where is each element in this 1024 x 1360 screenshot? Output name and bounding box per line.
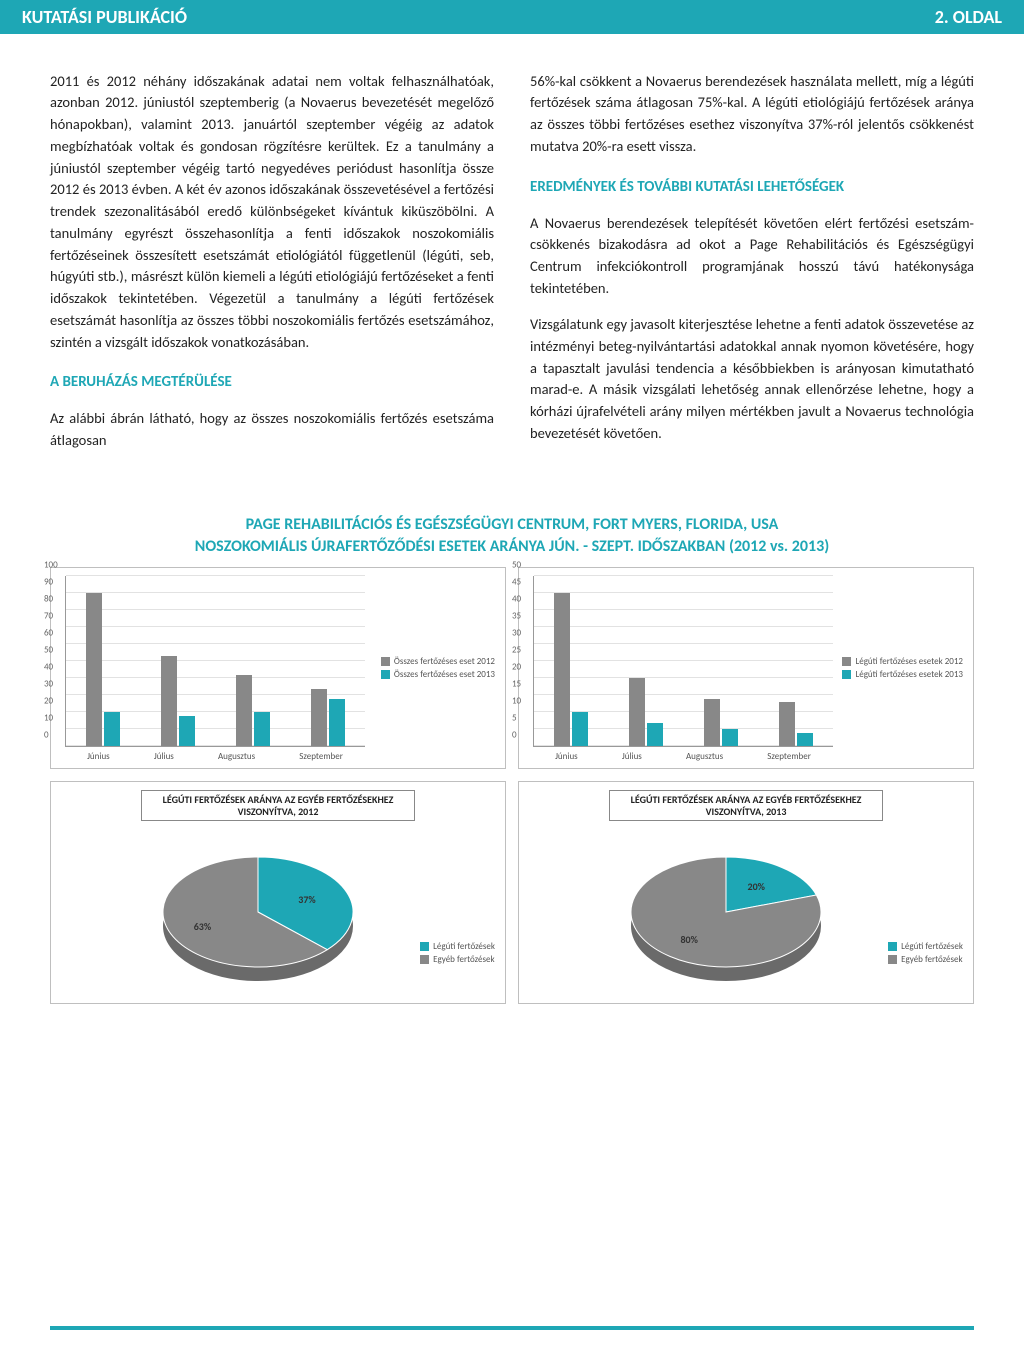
x-axis-label: Június — [555, 751, 578, 762]
legend-item: Légúti fertőzéses esetek 2012 — [842, 656, 963, 667]
left-col-heading: A BERUHÁZÁS MEGTÉRÜLÉSE — [50, 371, 494, 394]
bar-chart-left: 0102030405060708090100 JúniusJúliusAugus… — [50, 567, 506, 769]
page-header: KUTATÁSI PUBLIKÁCIÓ 2. OLDAL — [0, 0, 1024, 34]
pie-slice-label: 37% — [298, 893, 315, 906]
x-axis-label: Június — [87, 751, 110, 762]
bar — [311, 689, 327, 747]
legend-item: Összes fertőzéses eset 2013 — [381, 669, 495, 680]
bar — [572, 712, 588, 746]
legend-item: Összes fertőzéses eset 2012 — [381, 656, 495, 667]
bar-chart-right: 05101520253035404550 JúniusJúliusAuguszt… — [518, 567, 974, 769]
legend-item: Légúti fertőzések — [888, 941, 963, 952]
pie-left-title: LÉGÚTI FERTŐZÉSEK ARÁNYA AZ EGYÉB FERTŐZ… — [141, 790, 415, 821]
chart-block-title: PAGE REHABILITÁCIÓS ÉS EGÉSZSÉGÜGYI CENT… — [50, 514, 974, 557]
pie-right-title: LÉGÚTI FERTŐZÉSEK ARÁNYA AZ EGYÉB FERTŐZ… — [609, 790, 883, 821]
bar — [104, 712, 120, 746]
footer-accent-line — [50, 1326, 974, 1330]
x-axis-label: Július — [622, 751, 642, 762]
x-axis-label: Szeptember — [767, 751, 811, 762]
bar — [629, 678, 645, 746]
header-page-number: 2. OLDAL — [935, 6, 1002, 28]
bar — [161, 656, 177, 746]
x-axis-label: Szeptember — [299, 751, 343, 762]
pie-chart-left: LÉGÚTI FERTŐZÉSEK ARÁNYA AZ EGYÉB FERTŐZ… — [50, 781, 506, 1004]
bar — [797, 733, 813, 747]
legend-item: Egyéb fertőzések — [888, 954, 963, 965]
pie-slice-label: 80% — [680, 933, 697, 946]
left-column: 2011 és 2012 néhány időszakának adatai n… — [50, 56, 494, 466]
bar — [554, 593, 570, 746]
x-axis-label: Július — [154, 751, 174, 762]
legend-item: Légúti fertőzéses esetek 2013 — [842, 669, 963, 680]
pie-slice-label: 20% — [748, 880, 765, 893]
left-col-p2: Az alábbi ábrán látható, hogy az összes … — [50, 408, 494, 452]
x-axis-label: Augusztus — [686, 751, 723, 762]
left-col-p1: 2011 és 2012 néhány időszakának adatai n… — [50, 71, 494, 354]
legend-item: Egyéb fertőzések — [420, 954, 495, 965]
chart-grid: 0102030405060708090100 JúniusJúliusAugus… — [50, 567, 974, 1004]
right-col-p3: Vizsgálatunk egy javasolt kiterjesztése … — [530, 314, 974, 445]
x-axis-label: Augusztus — [218, 751, 255, 762]
bar — [86, 593, 102, 746]
bar — [704, 699, 720, 747]
right-col-p1: 56%-kal csökkent a Novaerus berendezések… — [530, 71, 974, 158]
right-col-p2: A Novaerus berendezések telepítését köve… — [530, 213, 974, 300]
bar — [779, 702, 795, 746]
bar — [722, 729, 738, 746]
pie-chart-right: LÉGÚTI FERTŐZÉSEK ARÁNYA AZ EGYÉB FERTŐZ… — [518, 781, 974, 1004]
bar — [179, 716, 195, 747]
bar — [329, 699, 345, 747]
bar — [647, 723, 663, 747]
pie-slice-label: 63% — [194, 920, 211, 933]
bar — [236, 675, 252, 746]
right-col-heading: EREDMÉNYEK ÉS TOVÁBBI KUTATÁSI LEHETŐSÉG… — [530, 176, 974, 199]
header-title: KUTATÁSI PUBLIKÁCIÓ — [22, 6, 187, 28]
legend-item: Légúti fertőzések — [420, 941, 495, 952]
bar — [254, 712, 270, 746]
right-column: 56%-kal csökkent a Novaerus berendezések… — [530, 56, 974, 466]
